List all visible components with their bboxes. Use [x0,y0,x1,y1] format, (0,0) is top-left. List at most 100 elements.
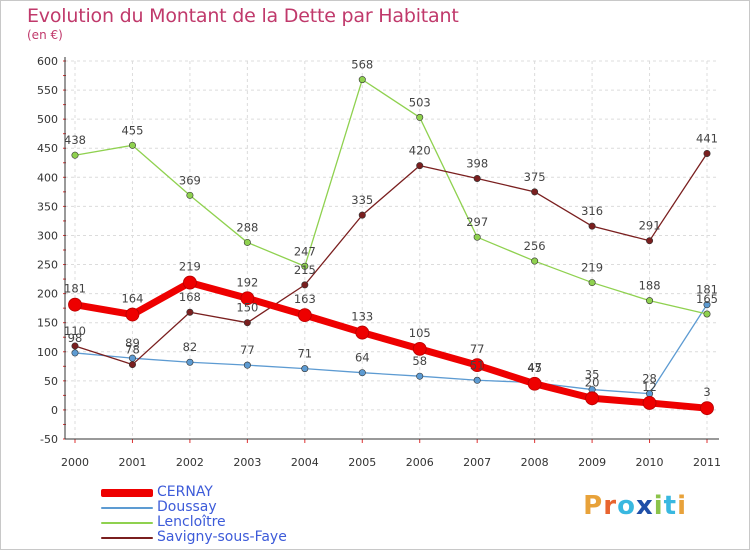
data-point [128,361,136,369]
data-point [71,349,79,357]
data-label: 168 [179,290,201,304]
data-label: 77 [240,343,255,357]
data-point [473,174,481,182]
chart-title: Evolution du Montant de la Dette par Hab… [27,5,459,27]
data-label: 297 [466,215,488,229]
y-tick-label: 550 [37,84,58,97]
data-label: 133 [351,310,373,324]
data-label: 215 [294,263,316,277]
data-point [358,76,366,84]
y-tick-label: 500 [37,113,58,126]
data-label: 35 [585,368,600,382]
y-tick-label: 600 [37,55,58,68]
data-point [128,141,136,149]
series-line-doussay [74,304,708,395]
data-point [243,361,251,369]
data-point [416,372,424,380]
data-point [125,307,140,322]
data-point [243,319,251,327]
data-label: 568 [351,58,373,72]
x-tick-label: 2003 [233,456,261,469]
data-label: 45 [527,361,542,375]
data-label: 288 [236,220,258,234]
y-tick-label: 300 [37,229,58,242]
data-label: 503 [409,95,431,109]
y-tick-label: 0 [51,404,58,417]
data-label: 110 [64,324,86,338]
series-line-cernay [71,279,711,412]
data-point [700,401,714,416]
x-tick-label: 2011 [693,456,721,469]
data-point [588,222,596,230]
data-label: 369 [179,173,201,187]
legend-label: CERNAY [157,484,213,500]
y-tick-label: 200 [37,288,58,301]
y-tick-label: 350 [37,200,58,213]
data-label: 438 [64,133,86,147]
legend-item: Doussay [101,500,287,515]
data-label: 256 [524,239,546,253]
data-point [646,297,654,305]
data-point [585,391,599,406]
data-label: 164 [121,292,143,306]
data-point [186,191,194,199]
data-point [416,162,424,170]
data-point [301,262,309,270]
x-tick-label: 2005 [348,456,376,469]
data-label: 181 [64,282,86,296]
legend-item: CERNAY [101,485,287,500]
data-label: 58 [412,354,427,368]
data-label: 188 [639,279,661,293]
legend-swatch [101,488,153,497]
legend-swatch [101,521,153,524]
data-point [473,233,481,241]
legend-item: Savigny-sous-Faye [101,530,287,545]
legend-swatch [101,506,153,509]
data-point [358,211,366,219]
data-point [531,188,539,196]
x-tick-label: 2006 [406,456,434,469]
data-label: 420 [409,144,431,158]
data-label: 71 [297,347,312,361]
data-point [531,257,539,265]
data-point [646,237,654,245]
data-label: 89 [125,336,140,350]
y-tick-label: 50 [44,375,58,388]
data-label: 12 [642,380,657,394]
legend-label: Lencloître [157,514,226,530]
data-label: 3 [703,385,710,399]
data-label: 247 [294,244,316,258]
data-label: 20 [585,375,600,389]
data-label: 98 [68,331,83,345]
data-label: 47 [527,361,542,375]
data-label: 335 [351,193,373,207]
data-point [301,365,309,373]
legend-swatch [101,536,153,539]
data-point [355,325,370,340]
data-label: 375 [524,170,546,184]
data-label: 165 [696,292,718,306]
data-point [186,308,194,316]
data-point [243,238,251,246]
data-point [412,341,427,356]
data-point [588,279,596,287]
data-label: 51 [470,358,485,372]
x-tick-label: 2000 [61,456,89,469]
x-tick-label: 2008 [521,456,549,469]
x-tick-label: 2004 [291,456,319,469]
data-point [297,308,312,323]
data-label: 441 [696,131,718,145]
y-tick-label: 400 [37,171,58,184]
data-point [703,301,711,309]
x-tick-label: 2001 [118,456,146,469]
data-point [301,281,309,289]
data-point [470,358,485,373]
x-tick-label: 2010 [636,456,664,469]
y-tick-label: 150 [37,317,58,330]
data-label: 82 [183,340,198,354]
data-point [68,297,82,312]
legend-label: Savigny-sous-Faye [157,529,287,545]
data-label: 163 [294,292,316,306]
y-tick-label: 250 [37,259,58,272]
